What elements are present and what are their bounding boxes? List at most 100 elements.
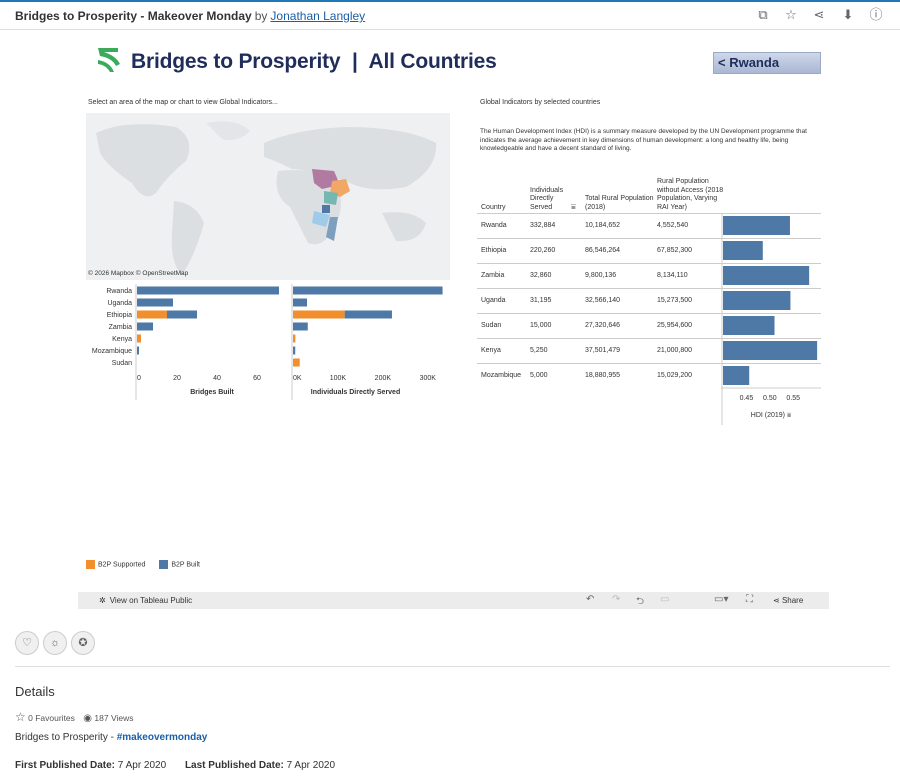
table-cell: 32,566,140 [585,297,621,304]
world-map[interactable] [86,113,450,280]
table-cell: 25,954,600 [657,322,693,329]
bar-tick-label: 40 [213,375,221,382]
table-cell: 15,000 [530,322,552,329]
title-brand: Bridges to Prosperity [131,50,341,73]
author-link[interactable]: Jonathan Langley [270,9,366,23]
legend-label-supported[interactable]: B2P Supported [98,561,146,569]
bar-supported[interactable] [137,310,167,319]
table-cell: 220,260 [530,247,556,254]
bar-tick-label: 300K [420,375,437,382]
bar-built[interactable] [344,310,392,319]
revert-icon[interactable]: ⮌ [636,596,645,607]
table-row[interactable]: Kenya 5,250 37,501,479 21,000,800 [477,338,821,363]
table-cell: 27,320,646 [585,322,621,329]
hdi-bar[interactable] [723,266,810,285]
last-published-value: 7 Apr 2020 [286,760,336,771]
badge-lightbulb-icon[interactable]: ☼ [43,631,67,655]
hdi-bar[interactable] [723,316,775,335]
hdi-bar[interactable] [723,241,763,260]
table-row[interactable]: Rwanda 332,884 10,184,652 4,552,540 [477,213,821,238]
title-scope: All Countries [368,50,497,73]
download-icon[interactable]: ⬇ [842,7,854,22]
table-row[interactable]: Zambia 32,860 9,800,136 8,134,110 [477,263,821,288]
device-preview-icon[interactable]: ▭▾ [714,594,729,605]
tableau-icon: ✲ [99,596,106,605]
table-row[interactable]: Sudan 15,000 27,320,646 25,954,600 [477,313,821,338]
undo-icon[interactable]: ↶ [586,594,595,605]
copy-icon[interactable]: ⧉ [758,7,768,22]
table-cell: 31,195 [530,297,552,304]
hdi-bar[interactable] [723,216,790,235]
bar-built[interactable] [167,310,197,319]
bar-built[interactable] [293,322,308,331]
b2p-logo-icon [98,48,120,72]
hdi-bar[interactable] [723,341,818,360]
badge-award-icon[interactable]: ✪ [71,631,95,655]
table-cell: Sudan [481,322,502,329]
tableau-toolbar [78,592,829,609]
bar-category-label: Kenya [112,336,132,343]
col-rural: Total Rural Population (2018) [585,195,654,211]
table-cell: Ethiopia [481,247,507,254]
title-separator: | [352,50,358,73]
table-cell: 332,884 [530,222,556,229]
bar-axis-title: Bridges Built [190,389,234,396]
table-cell: 21,000,800 [657,347,693,354]
share-button[interactable]: ⋖ Share [773,596,803,605]
bar-built[interactable] [137,298,173,307]
table-body: Rwanda 332,884 10,184,652 4,552,540 Ethiopia… [477,213,821,388]
redo-icon: ↷ [612,594,621,605]
table-row[interactable]: Ethiopia 220,260 86,546,264 67,852,300 [477,238,821,263]
hdi-bar[interactable] [723,291,791,310]
bar-built[interactable] [137,322,153,331]
badge-heart-icon[interactable]: ♡ [15,631,39,655]
bar-built[interactable] [293,346,296,355]
table-cell: Mozambique [481,372,522,379]
col-served[interactable]: Individuals Directly Served [530,186,564,211]
table-cell: 32,860 [530,272,552,279]
bar-category-label: Mozambique [92,348,132,355]
hdi-bar-chart[interactable]: 0.45 0.50 0.55 HDI (2019) ⩸ [721,213,821,425]
bar-supported[interactable] [137,334,141,343]
table-cell: 10,184,652 [585,222,621,229]
details-heading: Details [15,684,55,699]
bar-built[interactable] [293,298,308,307]
info-icon[interactable]: ⓘ [869,7,883,22]
hashtag-link[interactable]: #makeovermonday [116,732,208,743]
bar-supported[interactable] [293,334,296,343]
share-icon[interactable]: ⋖ [813,7,825,22]
table-cell: 86,546,264 [585,247,621,254]
table-cell: 18,880,955 [585,372,621,379]
sort-icon[interactable]: ⩸ [571,201,576,211]
table-cell: 4,552,540 [657,222,689,229]
table-row[interactable]: Mozambique 5,000 18,880,955 15,029,200 [477,363,821,388]
bar-built[interactable] [137,346,139,355]
hdi-tick-label: 0.55 [786,395,800,402]
bar-category-label: Ethiopia [107,312,132,319]
table-cell: 5,000 [530,372,548,379]
bar-tick-label: 100K [330,375,347,382]
favourite-star-icon[interactable]: ☆ [15,710,26,724]
map-instruction: Select an area of the map or chart to vi… [88,99,278,106]
view-on-tableau-link[interactable]: ✲ View on Tableau Public [99,596,192,605]
fullscreen-icon[interactable]: ⛶ [746,594,753,605]
view-on-label: View on Tableau Public [109,596,193,605]
legend-swatch-built [159,560,169,569]
bridges-bar-chart[interactable]: Rwanda Uganda Ethiopia Zambia Kenya Mozambiqu… [86,284,450,400]
rwanda-button[interactable]: < Rwanda [713,52,821,74]
bar-built[interactable] [137,286,279,295]
bar-supported[interactable] [293,310,345,319]
table-row[interactable]: Uganda 31,195 32,566,140 15,273,500 [477,288,821,313]
bar-tick-label: 0K [293,375,302,382]
star-icon[interactable]: ☆ [785,7,797,22]
description: Bridges to Prosperity - #makeovermonday [15,732,207,743]
bar-supported[interactable] [293,358,300,367]
hdi-bar[interactable] [723,366,750,385]
bar-built[interactable] [293,286,443,295]
table-cell: Uganda [481,297,506,304]
viz-title-line: Bridges to Prosperity - Makeover Monday b… [15,9,365,23]
table-cell: Kenya [481,347,501,354]
legend-label-built[interactable]: B2P Built [171,561,200,569]
bar-tick-label: 60 [253,375,261,382]
views-count: 187 Views [94,713,134,723]
